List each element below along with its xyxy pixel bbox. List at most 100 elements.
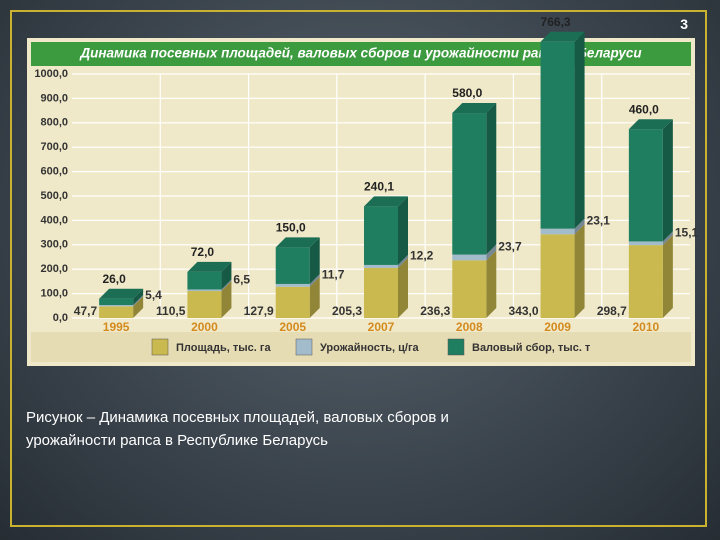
legend-label: Урожайность, ц/га (320, 342, 420, 354)
y-tick-label: 600,0 (40, 166, 68, 178)
bar-side (309, 276, 320, 318)
data-label: 236,3 (420, 304, 450, 318)
bar-side (133, 295, 144, 307)
bar-top (628, 119, 673, 130)
bar (187, 289, 222, 292)
y-tick-label: 700,0 (40, 141, 68, 153)
data-label: 110,5 (156, 304, 186, 318)
bar-side (574, 224, 585, 318)
x-tick-label: 2000 (191, 320, 218, 334)
data-label: 127,9 (244, 304, 274, 318)
data-label: 150,0 (276, 221, 306, 235)
bar-side (486, 103, 497, 255)
bar-side (574, 218, 585, 235)
bar (364, 267, 398, 318)
data-label: 298,7 (597, 304, 627, 318)
x-tick-label: 2010 (633, 320, 660, 334)
x-tick-label: 2005 (279, 320, 306, 334)
bar-side (662, 119, 673, 242)
legend-swatch (151, 338, 169, 356)
data-label: 580,0 (452, 86, 482, 100)
data-label: 766,3 (541, 15, 571, 29)
bar-side (398, 254, 408, 268)
legend-band (31, 332, 691, 362)
bar (99, 305, 134, 307)
data-label: 12,2 (410, 249, 434, 263)
caption-line: урожайности рапса в Республике Беларусь (26, 432, 328, 449)
x-tick-label: 2009 (544, 320, 571, 334)
bar-side (309, 273, 320, 287)
bar-top (187, 261, 232, 272)
chart-title: Динамика посевных площадей, валовых сбор… (79, 46, 642, 61)
bar (364, 264, 398, 268)
slide-frame (10, 10, 707, 527)
data-label: 240,1 (364, 180, 394, 194)
x-tick-label: 2008 (456, 320, 483, 334)
bar-side (221, 279, 232, 292)
bar-side (398, 196, 408, 265)
data-label: 460,0 (629, 102, 659, 116)
bar (275, 283, 310, 287)
data-label: 205,3 (332, 304, 362, 318)
bar-top (452, 103, 497, 114)
bar (540, 41, 575, 229)
bar-side (574, 31, 585, 229)
legend-label: Площадь, тыс. га (176, 342, 271, 354)
bar (628, 241, 663, 246)
bar (452, 254, 487, 261)
bar-top (364, 196, 408, 207)
data-label: 15,1 (675, 225, 699, 239)
data-label: 5,4 (145, 288, 162, 302)
data-label: 11,7 (322, 268, 345, 282)
bar (187, 291, 222, 318)
y-tick-label: 900,0 (40, 92, 68, 104)
data-label: 343,0 (509, 304, 539, 318)
bar (364, 206, 398, 265)
y-tick-label: 400,0 (40, 214, 68, 226)
bar-side (221, 261, 232, 290)
legend-swatch (295, 338, 313, 356)
x-tick-label: 1995 (103, 320, 130, 334)
bar (187, 271, 222, 290)
y-tick-label: 800,0 (40, 117, 68, 129)
bar (540, 228, 575, 235)
bar-side (133, 288, 144, 306)
bar (275, 247, 310, 284)
y-tick-label: 500,0 (40, 190, 68, 202)
bar-side (309, 237, 320, 284)
bar (452, 113, 487, 255)
bar-side (398, 257, 408, 318)
bar (452, 260, 487, 318)
bar-side (486, 250, 497, 318)
bar-side (662, 231, 673, 246)
bar (628, 245, 663, 318)
y-tick-label: 200,0 (40, 263, 68, 275)
bar-side (662, 235, 673, 318)
data-label: 47,7 (74, 304, 98, 318)
bar (99, 306, 134, 318)
y-tick-label: 100,0 (40, 288, 68, 300)
bar-top (275, 237, 320, 248)
bar-side (486, 244, 497, 261)
y-tick-label: 1000,0 (34, 68, 68, 80)
bar (628, 129, 663, 242)
bar-top (540, 31, 585, 42)
bar (540, 234, 575, 318)
legend-label: Валовый сбор, тыс. т (472, 342, 591, 354)
bar (275, 286, 310, 318)
data-label: 6,5 (233, 272, 250, 286)
y-tick-label: 0,0 (53, 312, 68, 324)
bar-side (221, 281, 232, 318)
bar-side (133, 296, 144, 318)
bar-top (99, 288, 144, 299)
slide-number: 3 (680, 16, 688, 32)
legend-swatch (447, 338, 465, 356)
data-label: 23,1 (587, 214, 611, 228)
data-label: 26,0 (102, 272, 126, 286)
data-label: 23,7 (498, 240, 522, 254)
y-tick-label: 300,0 (40, 239, 68, 251)
caption: Рисунок – Динамика посевных площадей, ва… (26, 406, 449, 452)
bar (99, 298, 134, 306)
